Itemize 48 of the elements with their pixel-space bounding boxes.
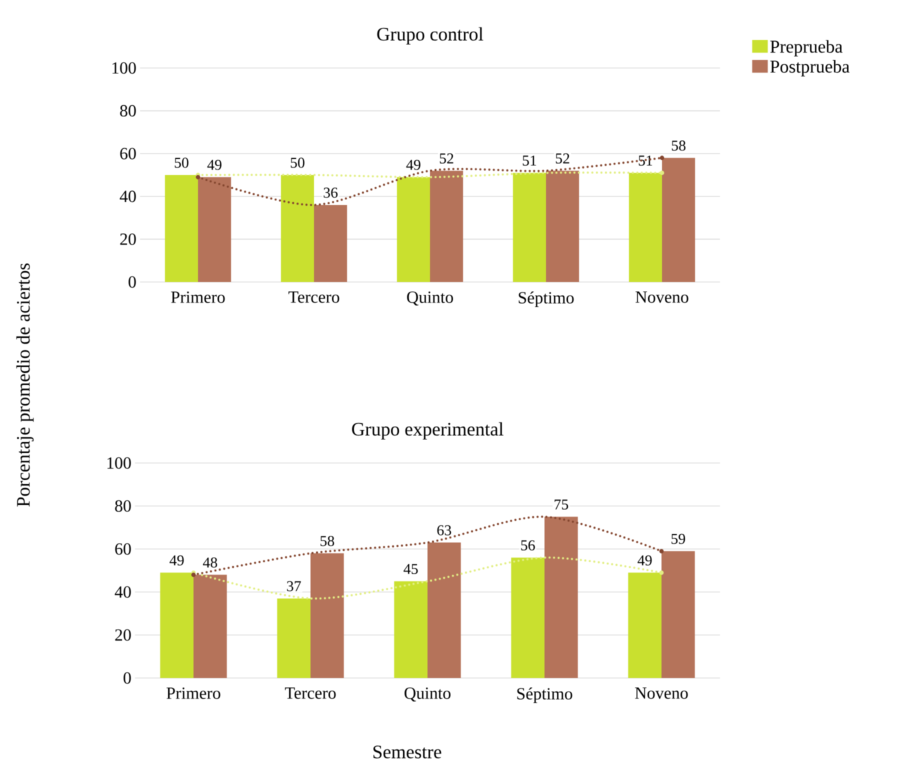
- x-tick-label: Séptimo: [518, 292, 574, 307]
- y-axis-title: Porcentaje promedio de aciertos: [16, 264, 34, 507]
- chart-title: Grupo control: [377, 27, 484, 44]
- data-label: 52: [440, 153, 454, 164]
- y-tick-label: 20: [115, 629, 131, 641]
- data-label: 51: [522, 156, 536, 166]
- data-label: 58: [672, 140, 686, 151]
- data-label: 36: [324, 188, 338, 198]
- x-axis-title: Semestre: [373, 746, 442, 758]
- y-tick-label: 0: [124, 672, 131, 684]
- data-label: 49: [207, 160, 222, 170]
- data-label: 56: [521, 540, 535, 550]
- data-label: 75: [554, 500, 568, 510]
- data-label: 49: [406, 160, 420, 170]
- y-tick-label: 100: [107, 457, 131, 469]
- x-tick-label: Noveno: [636, 292, 688, 303]
- y-tick-label: 80: [115, 500, 131, 512]
- data-label: 58: [320, 536, 334, 546]
- data-label: 50: [290, 158, 304, 168]
- y-tick-label: 20: [120, 233, 136, 245]
- x-tick-label: Tercero: [288, 292, 340, 303]
- x-tick-label: Séptimo: [517, 688, 572, 703]
- data-label: 51: [638, 156, 652, 166]
- x-tick-label: Quinto: [404, 688, 450, 702]
- y-tick-label: 40: [120, 190, 136, 202]
- data-label: 59: [672, 534, 686, 544]
- x-tick-label: Primero: [171, 292, 225, 303]
- data-label: 45: [404, 564, 418, 574]
- y-tick-label: 60: [115, 543, 131, 555]
- x-tick-label: Quinto: [407, 292, 453, 306]
- legend-label: Postprueba: [770, 60, 850, 76]
- x-tick-label: Noveno: [635, 688, 688, 699]
- x-tick-label: Primero: [166, 688, 220, 699]
- chart-title: Grupo experimental: [352, 422, 504, 440]
- legend-label: Preprueba: [770, 40, 843, 56]
- x-tick-label: Tercero: [284, 688, 336, 699]
- y-tick-label: 100: [112, 62, 136, 74]
- data-label: 63: [437, 525, 452, 536]
- data-label: 37: [287, 581, 301, 592]
- data-label: 49: [638, 555, 652, 566]
- data-label: 50: [174, 158, 188, 168]
- y-tick-label: 0: [128, 276, 136, 288]
- data-label: 48: [202, 557, 218, 568]
- data-label: 52: [556, 153, 570, 164]
- data-label: 49: [170, 555, 184, 566]
- y-tick-label: 60: [120, 148, 136, 160]
- y-tick-label: 80: [120, 105, 136, 117]
- y-tick-label: 40: [114, 586, 131, 598]
